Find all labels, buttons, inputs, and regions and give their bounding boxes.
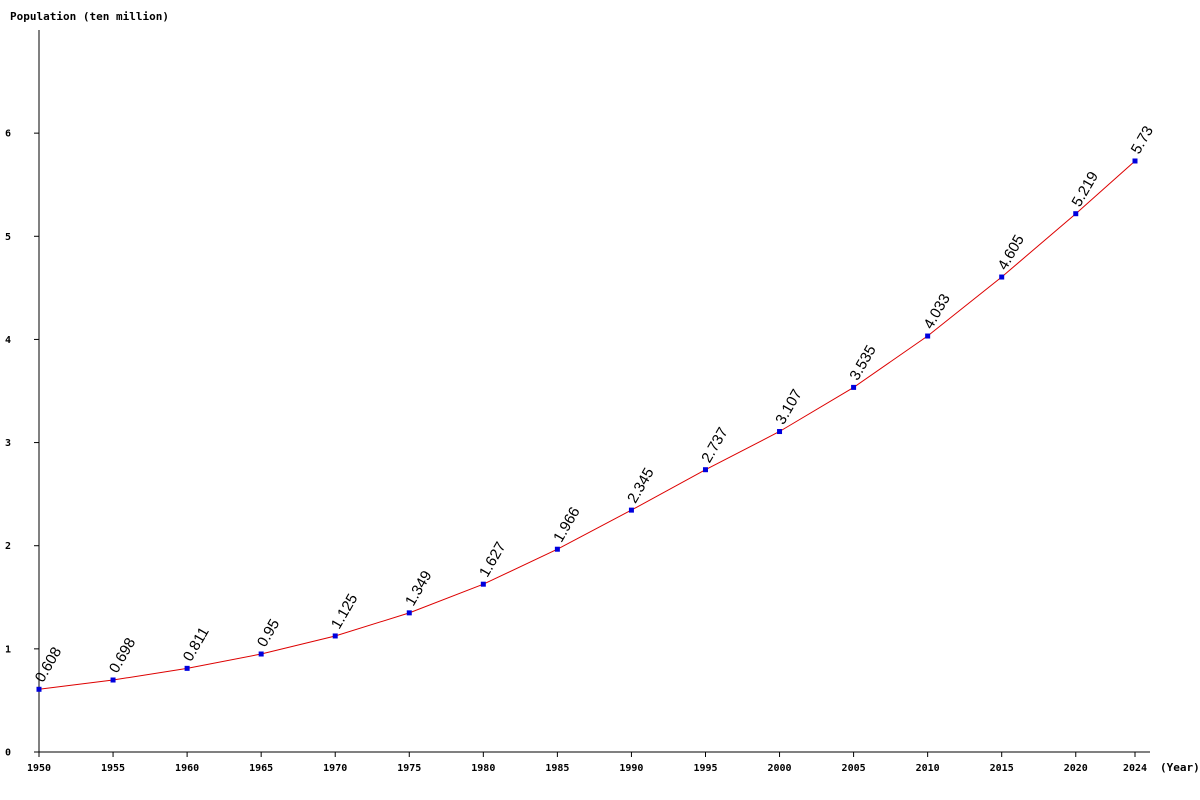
data-point-marker	[332, 633, 338, 639]
data-point-label: 1.125	[328, 591, 361, 632]
data-point-marker	[999, 274, 1005, 280]
data-point-marker	[184, 665, 190, 671]
y-tick-label: 2	[5, 541, 11, 552]
y-tick-label: 3	[5, 438, 11, 449]
y-tick-label: 4	[5, 335, 11, 346]
x-axis-ticks: 1950 1955 1960 1965 1970 1975 1980 1985 1990 1995…	[27, 752, 1147, 774]
data-point-marker	[628, 507, 634, 513]
data-point-marker	[110, 677, 116, 683]
data-point-marker	[406, 610, 412, 616]
x-tick-label: 1970	[323, 763, 347, 774]
data-point-label: 2.345	[624, 465, 657, 506]
data-point-label: 0.698	[106, 635, 139, 676]
data-point-label: 3.535	[846, 342, 879, 383]
x-tick-label: 2005	[842, 763, 866, 774]
x-tick-label: 1955	[101, 763, 125, 774]
data-point-label: 4.033	[920, 291, 953, 332]
data-point-marker	[1132, 158, 1138, 164]
y-tick-label: 6	[5, 129, 11, 140]
population-series	[36, 158, 1138, 692]
x-tick-label: 1965	[249, 763, 273, 774]
data-point-marker	[702, 467, 708, 473]
x-tick-label: 2020	[1064, 763, 1088, 774]
y-axis-ticks: 0 1 2 3 4 5 6	[5, 129, 39, 759]
data-point-marker	[36, 686, 42, 692]
data-point-marker	[258, 651, 264, 657]
x-tick-label: 1950	[27, 763, 51, 774]
data-point-marker	[480, 581, 486, 587]
data-point-label: 5.73	[1128, 123, 1157, 157]
data-point-label: 0.95	[254, 616, 283, 650]
x-tick-label: 1995	[693, 763, 717, 774]
data-labels: 0.608 0.698 0.811 0.951.1251.3491.6271.9662…	[32, 123, 1157, 685]
data-point-label: 0.608	[32, 644, 65, 685]
data-point-label: 0.811	[180, 624, 213, 664]
y-tick-label: 5	[5, 232, 11, 243]
x-tick-label: 1960	[175, 763, 199, 774]
data-point-marker	[1073, 211, 1079, 217]
data-point-label: 5.219	[1069, 169, 1102, 210]
x-tick-label: 2000	[767, 763, 791, 774]
data-point-label: 4.605	[994, 232, 1027, 273]
x-tick-label: 1985	[545, 763, 569, 774]
x-tick-label: 1980	[471, 763, 495, 774]
y-axis-title: Population (ten million)	[10, 10, 169, 23]
y-tick-label: 1	[5, 644, 11, 655]
data-point-label: 2.737	[698, 425, 731, 466]
data-point-marker	[777, 429, 783, 435]
x-tick-label: 2010	[916, 763, 940, 774]
data-point-label: 1.966	[550, 504, 583, 545]
data-point-marker	[554, 546, 560, 552]
x-tick-label: 2015	[990, 763, 1014, 774]
data-point-label: 1.349	[402, 568, 435, 609]
x-tick-label: 2024	[1123, 763, 1147, 774]
data-point-marker	[851, 384, 857, 390]
data-point-marker	[925, 333, 931, 339]
x-axis-title: (Year)	[1160, 761, 1200, 774]
population-line	[38, 160, 1136, 690]
data-point-label: 3.107	[772, 386, 805, 427]
y-tick-label: 0	[5, 748, 11, 759]
x-tick-label: 1990	[619, 763, 643, 774]
x-tick-label: 1975	[397, 763, 421, 774]
